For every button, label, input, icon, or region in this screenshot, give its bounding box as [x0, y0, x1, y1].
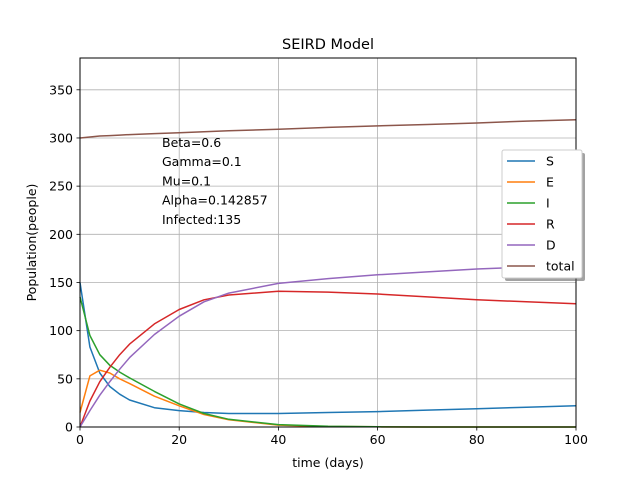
y-tick-label: 200	[49, 227, 73, 242]
y-tick-label: 350	[49, 82, 73, 97]
series-lines	[79, 118, 577, 428]
series-line-total	[79, 118, 577, 139]
x-tick-label: 40	[270, 432, 286, 447]
legend-label-S: S	[546, 154, 554, 169]
legend-label-D: D	[546, 238, 556, 253]
x-tick-label: 100	[564, 432, 588, 447]
y-tick-label: 50	[57, 371, 73, 386]
chart-title: SEIRD Model	[282, 37, 374, 53]
y-tick-label: 100	[49, 323, 73, 338]
x-tick-label: 0	[76, 432, 84, 447]
series-line-D	[79, 264, 577, 428]
axis-ticks: 0 20 40 60 80 100 0 50 100 150 200 250 300 350	[49, 82, 588, 447]
legend-label-I: I	[546, 196, 550, 211]
legend-label-total: total	[546, 259, 575, 274]
grid-lines	[79, 58, 577, 428]
annotation-text: Alpha=0.142857	[162, 193, 268, 208]
series-line-S	[79, 282, 577, 415]
annotation-text: Beta=0.6	[162, 135, 221, 150]
y-axis-label: Population(people)	[24, 184, 39, 302]
annotation-text: Infected:135	[162, 212, 241, 227]
parameter-annotations: Beta=0.6 Gamma=0.1 Mu=0.1 Alpha=0.142857 Inf…	[162, 135, 268, 227]
x-tick-label: 60	[370, 432, 386, 447]
legend-label-R: R	[546, 217, 555, 232]
annotation-text: Mu=0.1	[162, 173, 211, 188]
legend-label-E: E	[546, 175, 554, 190]
x-axis-label: time (days)	[292, 455, 363, 470]
y-tick-label: 250	[49, 179, 73, 194]
x-tick-label: 80	[469, 432, 485, 447]
annotation-text: Gamma=0.1	[162, 154, 242, 169]
y-tick-label: 0	[65, 420, 73, 435]
y-tick-label: 150	[49, 275, 73, 290]
x-tick-label: 20	[171, 432, 187, 447]
y-tick-label: 300	[49, 130, 73, 145]
series-line-R	[79, 290, 577, 428]
